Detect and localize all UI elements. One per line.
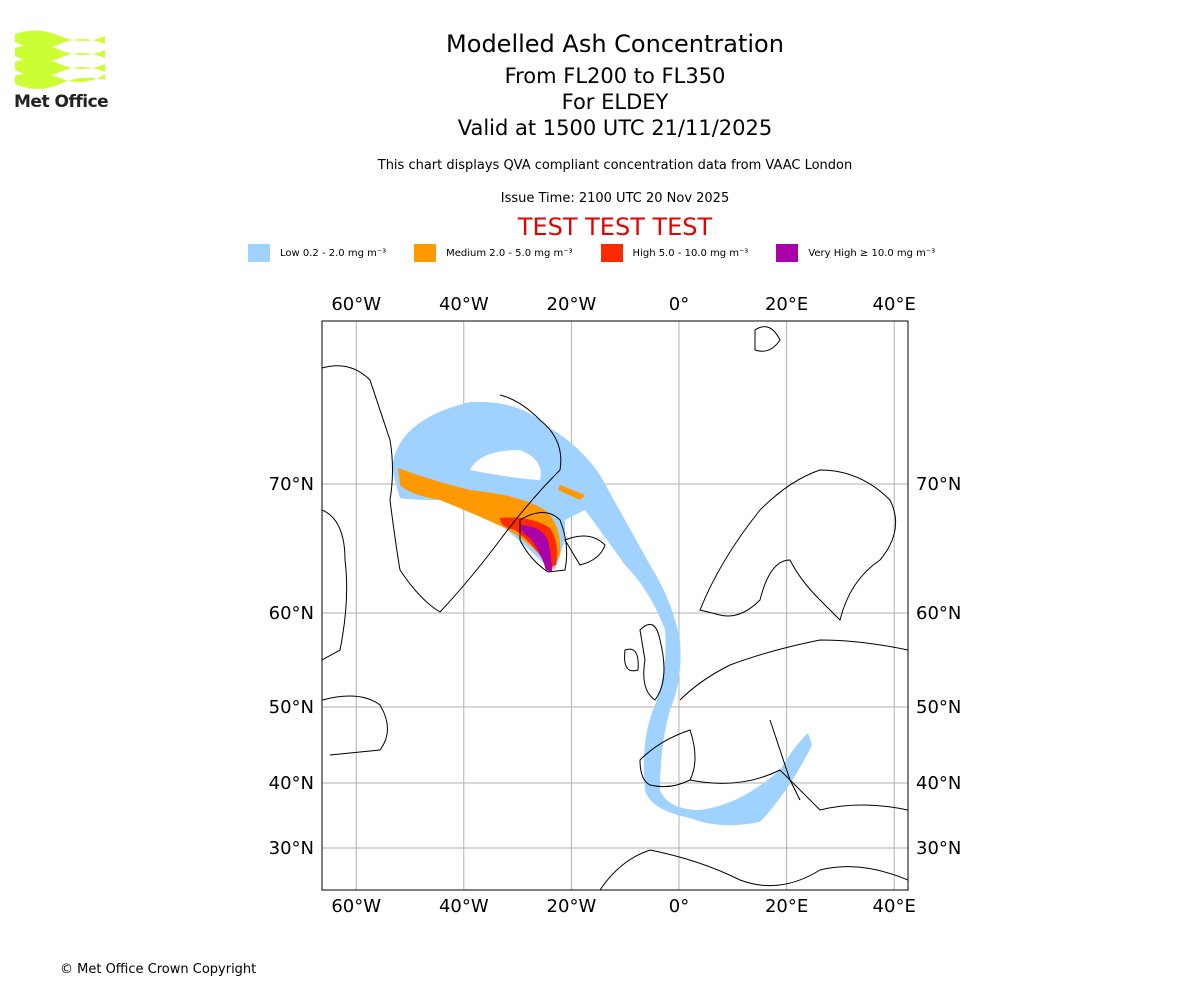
- legend-label: Very High ≥ 10.0 mg m⁻³: [808, 247, 936, 259]
- lon-tick-label: 0°: [669, 896, 689, 917]
- lat-tick-label: 50°N: [916, 697, 961, 718]
- lat-tick-label: 60°N: [269, 603, 314, 624]
- coastlines: [322, 326, 908, 890]
- lat-tick-label: 70°N: [269, 474, 314, 495]
- legend-item-low: Low 0.2 - 2.0 mg m⁻³: [248, 244, 386, 262]
- legend-item-very-high: Very High ≥ 10.0 mg m⁻³: [776, 244, 935, 262]
- lat-tick-label: 30°N: [269, 838, 314, 859]
- lon-tick-label: 40°E: [873, 294, 916, 315]
- legend-label: High 5.0 - 10.0 mg m⁻³: [632, 247, 749, 259]
- legend-label: Low 0.2 - 2.0 mg m⁻³: [280, 247, 387, 259]
- lat-tick-label: 40°N: [916, 773, 961, 794]
- ash-plume: [392, 401, 812, 826]
- legend-swatch: [414, 244, 437, 262]
- legend-item-medium: Medium 2.0 - 5.0 mg m⁻³: [414, 244, 573, 262]
- lon-tick-label: 20°E: [765, 896, 808, 917]
- lat-tick-label: 40°N: [269, 773, 314, 794]
- lon-tick-label: 20°W: [547, 294, 597, 315]
- map-frame: [321, 320, 909, 891]
- legend-label: Medium 2.0 - 5.0 mg m⁻³: [446, 247, 573, 259]
- lon-tick-label: 40°W: [439, 294, 489, 315]
- flight-levels: From FL200 to FL350: [504, 64, 726, 88]
- chart-title: Modelled Ash Concentration: [446, 30, 784, 58]
- legend-item-high: High 5.0 - 10.0 mg m⁻³: [600, 244, 749, 262]
- ash-very-high-region: [520, 525, 552, 572]
- issue-time: Issue Time: 2100 UTC 20 Nov 2025: [500, 191, 730, 206]
- legend-swatch: [776, 244, 799, 262]
- lat-tick-label: 70°N: [916, 474, 961, 495]
- lon-tick-label: 20°W: [547, 896, 597, 917]
- volcano-name: For ELDEY: [561, 90, 669, 114]
- test-banner: TEST TEST TEST: [517, 213, 713, 241]
- lat-tick-label: 30°N: [916, 838, 961, 859]
- logo-text: Met Office: [14, 92, 109, 112]
- ash-low-region: [392, 401, 812, 826]
- graticule: [322, 321, 908, 890]
- met-office-logo-icon: [15, 30, 105, 89]
- lat-tick-label: 60°N: [916, 603, 961, 624]
- legend-swatch: [600, 244, 623, 262]
- copyright: © Met Office Crown Copyright: [60, 962, 257, 977]
- axis-ticks: 60°W 60°W 40°W 40°W 20°W 20°W 0° 0° 20°E 20°E 40°E…: [269, 294, 962, 917]
- lon-tick-label: 60°W: [331, 294, 381, 315]
- legend: Low 0.2 - 2.0 mg m⁻³ Medium 2.0 - 5.0 mg…: [248, 244, 963, 262]
- lon-tick-label: 20°E: [765, 294, 808, 315]
- legend-swatch: [248, 244, 270, 262]
- lon-tick-label: 60°W: [331, 896, 381, 917]
- chart-description: This chart displays QVA compliant concen…: [377, 158, 853, 173]
- lon-tick-label: 40°E: [873, 896, 916, 917]
- lon-tick-label: 0°: [669, 294, 689, 315]
- valid-time: Valid at 1500 UTC 21/11/2025: [457, 116, 773, 140]
- lon-tick-label: 40°W: [439, 896, 489, 917]
- lat-tick-label: 50°N: [269, 697, 314, 718]
